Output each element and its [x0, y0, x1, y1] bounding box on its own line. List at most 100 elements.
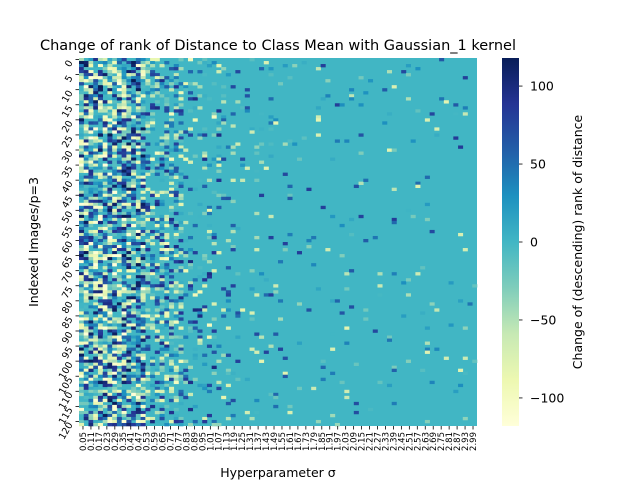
heatmap-cell [131, 260, 137, 264]
heatmap-cell [159, 163, 165, 167]
heatmap-cell [259, 272, 265, 276]
heatmap-cell [197, 136, 203, 140]
heatmap-cell [83, 341, 89, 345]
heatmap-cell [206, 178, 212, 182]
heatmap-cell [116, 157, 122, 161]
heatmap-cell [97, 350, 103, 354]
heatmap-cell [121, 124, 127, 128]
heatmap-cell [88, 290, 94, 294]
heatmap-cell [330, 371, 336, 376]
heatmap-cell [453, 112, 459, 116]
heatmap-cell [107, 100, 113, 104]
heatmap-cell [150, 284, 156, 288]
heatmap-cell [135, 416, 141, 421]
heatmap-cell [145, 365, 151, 369]
heatmap-cell [102, 347, 108, 351]
heatmap-cell [112, 407, 118, 412]
x-tick-label: 2.15 [358, 432, 368, 451]
heatmap-cell [145, 323, 151, 327]
heatmap-cell [88, 181, 94, 185]
heatmap-cell [79, 67, 85, 71]
heatmap-cell [79, 58, 85, 62]
x-tick-label: 0.71 [167, 432, 177, 451]
heatmap-cell [145, 208, 151, 213]
heatmap-cell [135, 151, 141, 155]
heatmap-cell [107, 211, 113, 216]
heatmap-cell [202, 353, 208, 357]
heatmap-cell [93, 260, 99, 264]
heatmap-cell [240, 178, 246, 182]
heatmap-cell [112, 251, 118, 255]
heatmap-cell [83, 251, 89, 255]
heatmap-cell [164, 103, 170, 107]
heatmap-cell [164, 94, 170, 98]
heatmap-cell [164, 172, 170, 176]
heatmap-cell [135, 323, 141, 327]
heatmap-cell [131, 323, 137, 327]
heatmap-cell [88, 251, 94, 255]
heatmap-cell [79, 118, 85, 122]
heatmap-cell [405, 278, 411, 282]
heatmap-cell [135, 419, 141, 424]
heatmap-cell [93, 317, 99, 321]
heatmap-cell [382, 88, 388, 92]
heatmap-cell [178, 335, 184, 339]
heatmap-cell [79, 347, 85, 351]
heatmap-cell [83, 205, 89, 210]
heatmap-cell [112, 374, 118, 379]
heatmap-cell [230, 178, 236, 182]
heatmap-cell [211, 419, 217, 424]
heatmap-cell [112, 169, 118, 173]
heatmap-cell [273, 121, 279, 125]
heatmap-cell [112, 91, 118, 95]
heatmap-cell [187, 392, 194, 397]
heatmap-cell [107, 410, 113, 415]
heatmap-cell [164, 235, 170, 240]
heatmap-cell [126, 187, 132, 192]
heatmap-cell [93, 296, 99, 300]
heatmap-cell [173, 326, 179, 330]
heatmap-cell [112, 142, 118, 146]
heatmap-cell [159, 410, 165, 415]
heatmap-cell [202, 157, 208, 161]
heatmap-cell [230, 229, 236, 234]
heatmap-cell [135, 82, 141, 86]
heatmap-cell [126, 109, 132, 113]
heatmap-cell [173, 145, 179, 149]
heatmap-cell [140, 272, 146, 276]
heatmap-cell [97, 187, 103, 192]
heatmap-cell [230, 284, 236, 288]
heatmap-cell [443, 100, 449, 104]
heatmap-cell [187, 70, 194, 74]
heatmap-cell [154, 299, 160, 303]
heatmap-cell [97, 401, 103, 406]
heatmap-cell [79, 419, 85, 424]
heatmap-cell [192, 320, 198, 324]
heatmap-cell [97, 338, 103, 342]
heatmap-cell [112, 100, 118, 104]
heatmap-cell [164, 142, 170, 146]
heatmap-cell [154, 229, 160, 234]
heatmap-cell [88, 94, 94, 98]
heatmap-cell [259, 67, 265, 71]
heatmap-cell [97, 284, 103, 288]
heatmap-cell [140, 106, 146, 110]
heatmap-cell [216, 160, 222, 164]
heatmap-cell [88, 242, 94, 246]
heatmap-cell [126, 121, 132, 125]
heatmap-cell [102, 157, 108, 161]
heatmap-cell [79, 160, 85, 164]
heatmap-cell [116, 248, 122, 252]
heatmap-cell [164, 287, 170, 291]
heatmap-cell [126, 118, 132, 122]
heatmap-cell [116, 410, 122, 415]
heatmap-cell [135, 112, 141, 116]
heatmap-cell [225, 73, 231, 77]
heatmap-cell [97, 281, 103, 285]
heatmap-cell [131, 314, 137, 318]
x-tick-label: 1.43 [262, 432, 272, 451]
heatmap-cell [88, 193, 94, 198]
heatmap-cell [88, 272, 94, 276]
heatmap-cell [197, 61, 203, 65]
heatmap-cell [216, 178, 222, 182]
